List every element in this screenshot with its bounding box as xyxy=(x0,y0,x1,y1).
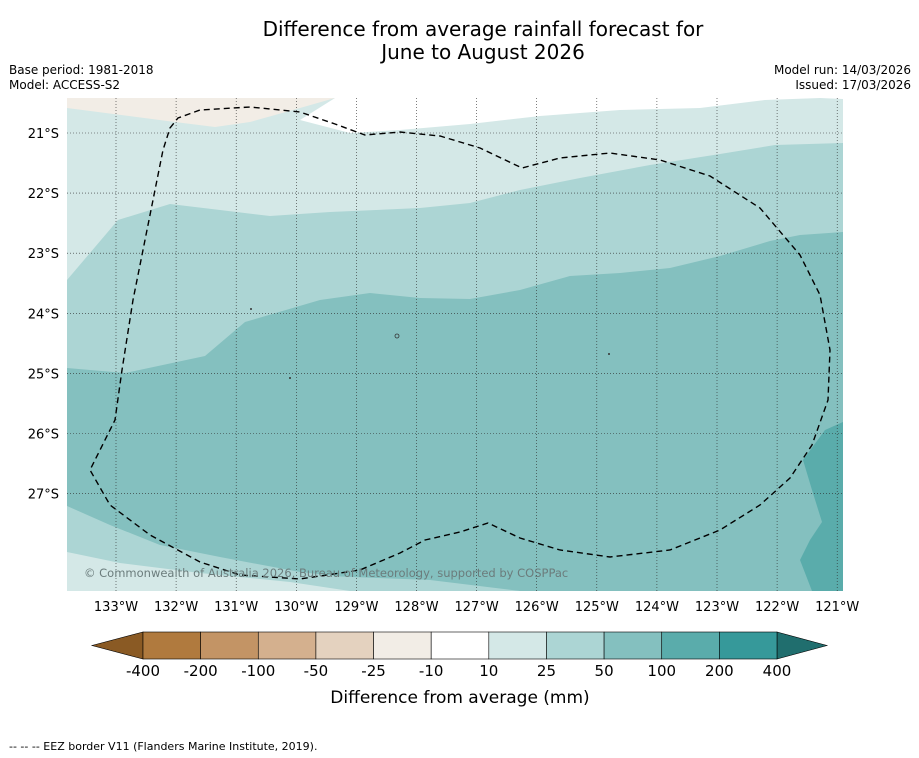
x-tick-label: 125°W xyxy=(575,600,619,615)
colorbar-tick-label: -100 xyxy=(241,662,275,680)
band-25-50-south xyxy=(67,506,520,591)
y-tick-label: 27°S xyxy=(28,488,59,503)
colorbar-segment xyxy=(315,631,374,660)
x-tick-label: 129°W xyxy=(334,600,378,615)
colorbar-tick-label: -25 xyxy=(361,662,386,680)
x-tick-label: 123°W xyxy=(695,600,739,615)
colorbar-segment xyxy=(546,631,605,660)
title-line-1: Difference from average rainfall forecas… xyxy=(262,17,704,41)
band-10-25-south xyxy=(67,552,350,591)
chart-title: Difference from average rainfall forecas… xyxy=(0,18,919,64)
y-tick-label: 23°S xyxy=(28,247,59,262)
colorbar-tick-label: 10 xyxy=(479,662,498,680)
colorbar-tick-labels: -400 -200 -100 -50 -25 -10 10 25 50 100 200 400 xyxy=(126,662,791,680)
title-line-2: June to August 2026 xyxy=(381,40,585,64)
colorbar-tick-label: -50 xyxy=(304,662,329,680)
colorbar-extend-high xyxy=(776,631,829,660)
colorbar-extend-low xyxy=(90,631,144,660)
y-tick-label: 21°S xyxy=(28,127,59,142)
colorbar-tick-label: 25 xyxy=(537,662,556,680)
copyright-text: © Commonwealth of Australia 2026, Bureau… xyxy=(84,566,568,580)
x-tick-labels: 133°W 132°W 131°W 130°W 129°W 128°W 127°W 126°W… xyxy=(94,600,860,615)
y-tick-labels: 21°S 22°S 23°S 24°S 25°S 26°S 27°S xyxy=(28,127,59,503)
colorbar xyxy=(90,631,829,660)
x-tick-label: 126°W xyxy=(515,600,559,615)
model-name: Model: ACCESS-S2 xyxy=(9,78,121,92)
colorbar-label: Difference from average (mm) xyxy=(330,688,589,708)
x-tick-label: 131°W xyxy=(214,600,258,615)
x-tick-label: 127°W xyxy=(455,600,499,615)
x-tick-label: 122°W xyxy=(755,600,799,615)
x-tick-label: 133°W xyxy=(94,600,138,615)
colorbar-tick-label: 200 xyxy=(705,662,734,680)
meta-right: Model run: 14/03/2026 Issued: 17/03/2026 xyxy=(774,63,911,93)
x-tick-label: 121°W xyxy=(815,600,859,615)
colorbar-segment xyxy=(257,631,317,660)
colorbar-tick-label: -10 xyxy=(419,662,444,680)
island-speck xyxy=(250,308,252,310)
model-run: Model run: 14/03/2026 xyxy=(773,63,911,77)
issued-date: Issued: 17/03/2026 xyxy=(795,78,911,92)
colorbar-segment xyxy=(719,631,778,660)
island-speck xyxy=(608,353,610,355)
colorbar-segment xyxy=(661,631,720,660)
colorbar-tick-label: 400 xyxy=(763,662,792,680)
colorbar-tick-label: 100 xyxy=(647,662,676,680)
colorbar-tick-label: 50 xyxy=(595,662,614,680)
band-white-ne xyxy=(300,98,843,133)
colorbar-segment xyxy=(603,631,663,660)
band-100-200 xyxy=(800,422,843,591)
y-tick-label: 24°S xyxy=(28,307,59,322)
colorbar-tick-label: -200 xyxy=(184,662,218,680)
colorbar-segment xyxy=(430,631,490,660)
x-tick-label: 130°W xyxy=(274,600,318,615)
colorbar-segment xyxy=(373,631,432,660)
map-area xyxy=(67,98,843,591)
eez-legend-note: -- -- -- EEZ border V11 (Flanders Marine… xyxy=(9,740,318,753)
y-tick-label: 26°S xyxy=(28,428,59,443)
island-speck xyxy=(394,333,400,339)
eez-border xyxy=(89,106,831,580)
colorbar-segment xyxy=(200,631,259,660)
y-tick-label: 22°S xyxy=(28,187,59,202)
x-tick-label: 128°W xyxy=(394,600,438,615)
island-speck xyxy=(289,377,291,379)
colorbar-tick-label: -400 xyxy=(126,662,160,680)
colorbar-segment xyxy=(488,631,547,660)
grid-lines xyxy=(67,98,843,591)
y-tick-label: 25°S xyxy=(28,367,59,382)
x-tick-label: 124°W xyxy=(635,600,679,615)
x-tick-label: 132°W xyxy=(154,600,198,615)
colorbar-segment xyxy=(142,631,201,660)
meta-left: Base period: 1981-2018 Model: ACCESS-S2 xyxy=(9,63,154,93)
band-50-100 xyxy=(67,232,843,591)
base-period: Base period: 1981-2018 xyxy=(9,63,154,77)
band-neg25-neg10 xyxy=(67,98,335,127)
